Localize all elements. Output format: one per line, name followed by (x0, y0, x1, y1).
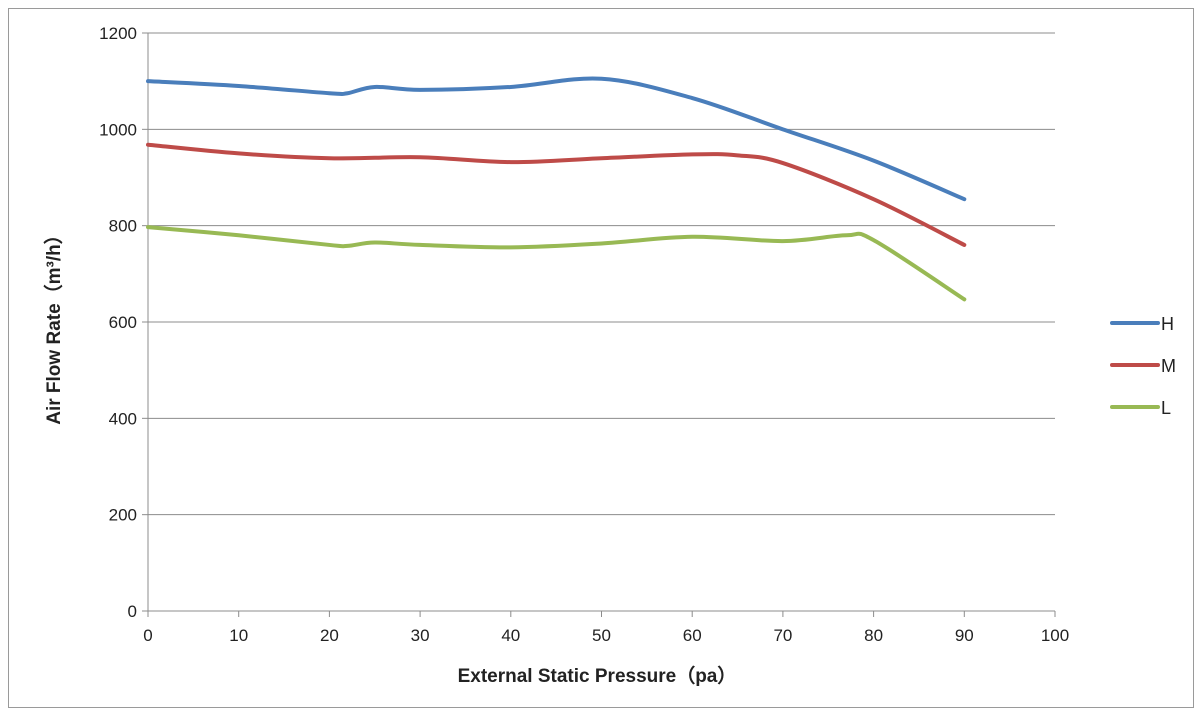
chart-frame (8, 8, 1194, 708)
x-tick-label: 100 (1041, 626, 1069, 645)
y-tick-label: 400 (109, 409, 137, 428)
y-tick-label: 0 (128, 602, 137, 621)
x-tick-label: 20 (320, 626, 339, 645)
y-tick-label: 1000 (99, 120, 137, 139)
legend: H M L (1110, 314, 1176, 418)
x-tick-label: 40 (501, 626, 520, 645)
y-tick-label: 1200 (99, 24, 137, 43)
x-tick-label: 10 (229, 626, 248, 645)
x-tick-label: 70 (773, 626, 792, 645)
x-tick-label: 60 (683, 626, 702, 645)
x-axis-title: External Static Pressure（pa） (458, 664, 737, 687)
x-tick-label: 90 (955, 626, 974, 645)
y-tick-labels: 0 200 400 600 800 1000 1200 (99, 24, 137, 621)
x-tick-label: 50 (592, 626, 611, 645)
y-tick-label: 200 (109, 506, 137, 525)
axes (142, 32, 1056, 617)
y-tick-label: 800 (109, 217, 137, 236)
series-line-m (146, 142, 967, 247)
x-tick-label: 30 (411, 626, 430, 645)
series-line-h (146, 76, 967, 202)
legend-label-m: M (1161, 356, 1176, 376)
x-tick-labels: 0 10 20 30 40 50 60 70 80 90 100 (143, 626, 1069, 645)
series-lines (146, 76, 967, 302)
legend-label-h: H (1161, 314, 1174, 334)
series-line-l (146, 225, 967, 302)
y-axis-title: Air Flow Rate（m³/h） (42, 225, 65, 425)
y-tick-label: 600 (109, 313, 137, 332)
gridlines (148, 32, 1055, 516)
legend-label-l: L (1161, 398, 1171, 418)
x-tick-label: 80 (864, 626, 883, 645)
x-tick-label: 0 (143, 626, 152, 645)
